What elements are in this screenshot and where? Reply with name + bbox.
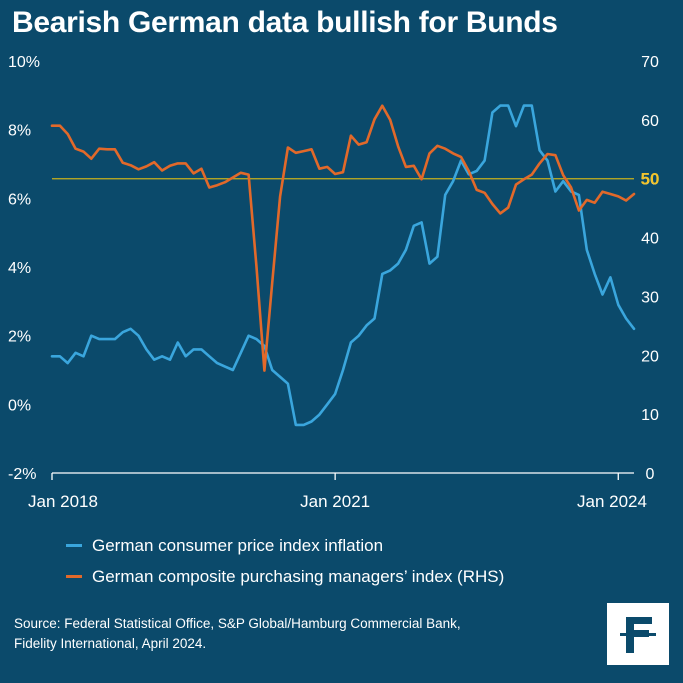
reference-line-label: 50 <box>641 170 660 189</box>
y-axis-left-ticks: 10% 8% 6% 4% 2% 0% -2% <box>8 54 40 483</box>
y-left-tick-label: -2% <box>8 466 36 483</box>
y-right-tick-label: 70 <box>641 54 659 71</box>
y-right-tick-label: 0 <box>646 466 655 483</box>
source-line-2: Fidelity International, April 2024. <box>14 636 207 651</box>
x-tick-label: Jan 2024 <box>577 492 647 511</box>
legend-swatch-cpi <box>66 544 82 547</box>
legend-label-cpi: German consumer price index inflation <box>92 535 384 555</box>
fidelity-logo-icon <box>620 617 656 653</box>
source-note: Source: Federal Statistical Office, S&P … <box>14 614 574 654</box>
y-left-tick-label: 8% <box>8 123 31 140</box>
y-right-tick-label: 30 <box>641 289 659 306</box>
series-line-cpi <box>50 104 636 427</box>
y-left-tick-label: 4% <box>8 260 31 277</box>
source-line-1: Source: Federal Statistical Office, S&P … <box>14 616 461 631</box>
series-line-pmi <box>50 104 636 372</box>
legend-item-cpi: German consumer price index inflation <box>66 530 504 561</box>
y-right-tick-label: 40 <box>641 231 659 248</box>
x-tick-label: Jan 2021 <box>300 492 370 511</box>
x-tick-label: Jan 2018 <box>28 492 98 511</box>
chart-title: Bearish German data bullish for Bunds <box>12 6 558 39</box>
fidelity-logo <box>607 603 669 665</box>
y-right-tick-label: 60 <box>641 113 659 130</box>
y-left-tick-label: 0% <box>8 397 31 414</box>
y-left-tick-label: 2% <box>8 329 31 346</box>
y-axis-right-ticks: 70 60 50 40 30 20 10 0 <box>641 54 659 483</box>
legend: German consumer price index inflation Ge… <box>66 530 504 592</box>
y-left-tick-label: 10% <box>8 54 40 71</box>
legend-label-pmi: German composite purchasing managers’ in… <box>92 566 505 586</box>
y-right-tick-label: 20 <box>641 348 659 365</box>
y-left-tick-label: 6% <box>8 191 31 208</box>
x-axis-ticks: Jan 2018 Jan 2021 Jan 2024 <box>28 473 647 511</box>
y-right-tick-label: 10 <box>641 407 659 424</box>
y-right-tick-label: 50 <box>641 172 659 189</box>
series-layer <box>50 104 636 427</box>
legend-swatch-pmi <box>66 575 82 578</box>
legend-item-pmi: German composite purchasing managers’ in… <box>66 561 504 592</box>
